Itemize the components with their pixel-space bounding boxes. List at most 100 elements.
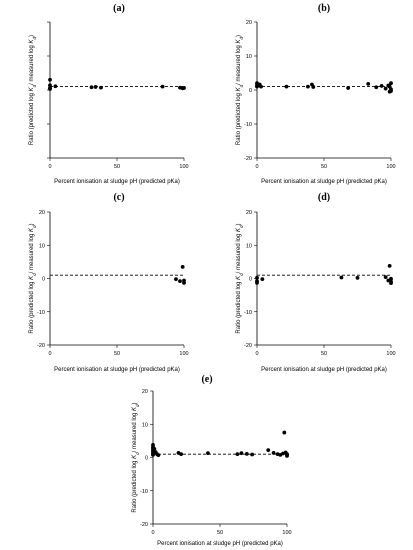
y-axis-label-part: K (132, 406, 138, 411)
data-point (366, 81, 371, 86)
x-tick-label: 100 (179, 164, 188, 170)
y-axis-label-part: d (239, 84, 244, 87)
y-axis-label: Ratio (predicted log Kd/ measured log Kd… (236, 223, 244, 333)
data-point (89, 85, 94, 90)
data-point (206, 451, 210, 456)
x-axis-label: Percent ionisation at sludge pH (predict… (261, 367, 387, 373)
y-tick-label: 20 (246, 210, 252, 216)
data-point (48, 83, 52, 88)
y-axis-label-part: / measured log (29, 232, 35, 273)
y-axis-label-part: ) (29, 223, 35, 225)
data-point (152, 446, 157, 451)
y-axis-label: Ratio (predicted log Kd/ measured log Kd… (132, 402, 140, 512)
x-axis-label: Percent ionisation at sludge pH (predict… (261, 179, 387, 185)
x-tick-label: 50 (321, 164, 327, 170)
chart-panel: (a) 0 50 100 Percent ionisation at sludge pH… (29, 3, 189, 185)
x-tick-label: 50 (321, 351, 327, 357)
y-axis-label-part: ) (236, 35, 242, 37)
y-axis-label-part: K (236, 275, 242, 280)
chart-panel: (b) -20 -10 0 10 20 0 50 100 Percent ionisation a… (236, 3, 396, 185)
x-tick-label: 50 (217, 530, 223, 536)
data-point (346, 86, 351, 90)
chart-panel: (e) -20 -10 0 10 20 0 50 100 Percent ionisation a… (132, 374, 292, 547)
data-point (235, 452, 240, 457)
x-tick-label: 100 (282, 530, 291, 536)
panel-label: (a) (113, 3, 125, 14)
y-tick-label: 0 (145, 456, 148, 462)
y-axis-label-part: d (239, 36, 244, 39)
data-point (53, 84, 58, 89)
data-point (311, 85, 316, 89)
x-tick-label: 0 (255, 351, 258, 357)
y-axis-label-part: K (236, 38, 242, 43)
data-point (374, 85, 379, 90)
data-point (389, 89, 393, 93)
x-tick-label: 0 (48, 164, 51, 170)
y-axis-label-part: K (29, 38, 35, 43)
panel-label: (c) (113, 192, 124, 203)
data-point (387, 263, 392, 268)
data-point (266, 448, 271, 453)
y-tick-label: 0 (42, 277, 45, 283)
y-axis-label-part: / measured log (236, 232, 242, 273)
y-axis-label-part: K (29, 86, 35, 91)
y-tick-label: 20 (142, 389, 148, 395)
data-point (355, 275, 360, 280)
y-axis-label: Ratio (predicted log Kd/ measured log Kd… (236, 35, 244, 145)
panel-label: (d) (318, 192, 330, 203)
y-axis-label-part: K (132, 454, 138, 459)
data-point (179, 452, 184, 457)
data-point (271, 450, 276, 455)
data-point (160, 84, 165, 89)
y-tick-label: -10 (244, 310, 252, 316)
data-point (379, 84, 384, 88)
y-axis-label: Ratio (predicted log Kd/ measured log Kd… (29, 35, 37, 145)
y-tick-label: -20 (37, 343, 45, 349)
data-point (339, 275, 344, 280)
x-tick-label: 0 (48, 351, 51, 357)
data-point (383, 275, 388, 280)
y-axis-label-part: d (135, 404, 140, 407)
y-axis-label-part: d (239, 273, 244, 276)
y-tick-label: 10 (246, 243, 252, 249)
data-point (285, 453, 289, 458)
panel-label: (b) (318, 3, 330, 14)
data-point (180, 264, 185, 269)
y-tick-label: -20 (244, 343, 252, 349)
data-point (306, 84, 310, 89)
x-tick-label: 0 (255, 164, 258, 170)
chart-panel: (d) -20 -10 0 10 20 0 50 100 Percent ionisation a… (236, 192, 396, 373)
y-tick-label: -10 (140, 489, 148, 495)
data-point (250, 452, 255, 457)
y-axis-label-part: ) (29, 35, 35, 37)
x-tick-label: 100 (386, 164, 395, 170)
y-axis-label-part: d (135, 452, 140, 455)
data-point (182, 280, 186, 285)
y-axis-label-part: d (32, 273, 37, 276)
data-point (178, 279, 182, 284)
y-tick-label: 10 (39, 243, 45, 249)
x-axis-label: Percent ionisation at sludge pH (predict… (54, 367, 180, 373)
data-point (174, 277, 178, 282)
data-point (255, 275, 259, 280)
y-axis-label-part: K (29, 275, 35, 280)
data-point (260, 277, 265, 282)
y-tick-label: 10 (142, 422, 148, 428)
data-point (48, 87, 52, 91)
y-axis-label-part: / measured log (29, 43, 35, 84)
data-point (182, 86, 186, 90)
x-tick-label: 100 (179, 351, 188, 357)
data-point (284, 84, 289, 89)
y-axis-label-part: K (29, 227, 35, 232)
y-axis-label-part: d (32, 225, 37, 228)
data-point (48, 77, 52, 82)
y-tick-label: -10 (244, 122, 252, 128)
y-tick-label: 10 (246, 54, 252, 60)
y-axis-label-part: Ratio (predicted log (29, 280, 35, 334)
y-axis-label-part: Ratio (predicted log (29, 91, 35, 145)
y-axis-label-part: / measured log (132, 411, 138, 452)
data-point (255, 280, 259, 285)
y-tick-label: -20 (140, 522, 148, 528)
data-point (156, 453, 161, 458)
x-tick-label: 50 (114, 164, 120, 170)
